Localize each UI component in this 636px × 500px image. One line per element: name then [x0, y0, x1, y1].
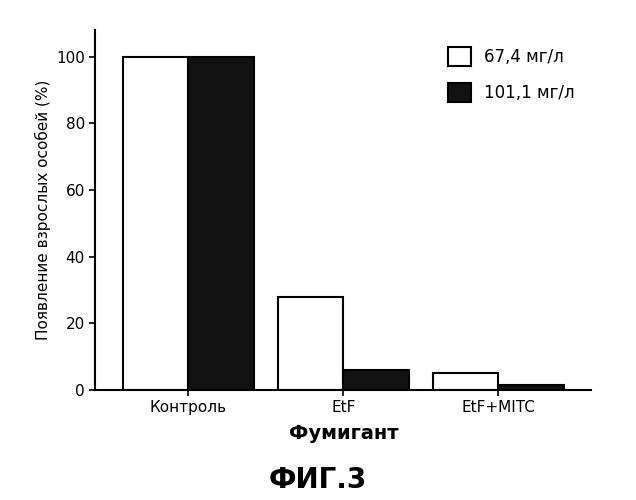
Bar: [433, 374, 499, 390]
Bar: [343, 370, 408, 390]
Bar: [188, 56, 254, 390]
Text: ФИГ.3: ФИГ.3: [269, 466, 367, 494]
Bar: [123, 56, 188, 390]
Bar: [499, 385, 563, 390]
X-axis label: Фумигант: Фумигант: [289, 424, 398, 443]
Legend: 67,4 мг/л, 101,1 мг/л: 67,4 мг/л, 101,1 мг/л: [439, 38, 583, 110]
Bar: [279, 296, 343, 390]
Y-axis label: Появление взрослых особей (%): Появление взрослых особей (%): [34, 80, 50, 340]
